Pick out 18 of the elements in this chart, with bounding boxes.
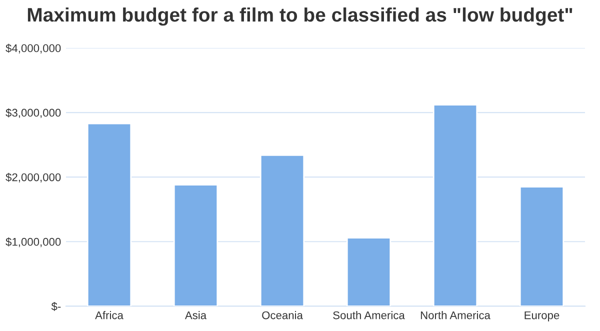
y-tick-label: $4,000,000 [6,44,61,54]
chart-title: Maximum budget for a film to be classified as "low budget" [28,7,572,26]
bar [432,104,478,306]
x-tick-label: Asia [184,311,207,320]
bar [86,122,132,306]
y-tick-label: $1,000,000 [6,237,61,248]
y-tick-label: $2,000,000 [6,172,61,183]
bar [260,154,305,306]
bar [346,237,392,306]
y-tick-label: $3,000,000 [6,108,61,118]
bar [173,184,218,306]
x-tick-label: Africa [95,311,124,320]
bar [519,186,564,306]
x-tick-label: Europe [524,311,560,322]
x-tick-label: North America [420,311,490,320]
y-tick-label: $- [51,302,61,311]
x-tick-label: South America [333,311,405,320]
x-tick-label: Oceania [262,311,303,320]
